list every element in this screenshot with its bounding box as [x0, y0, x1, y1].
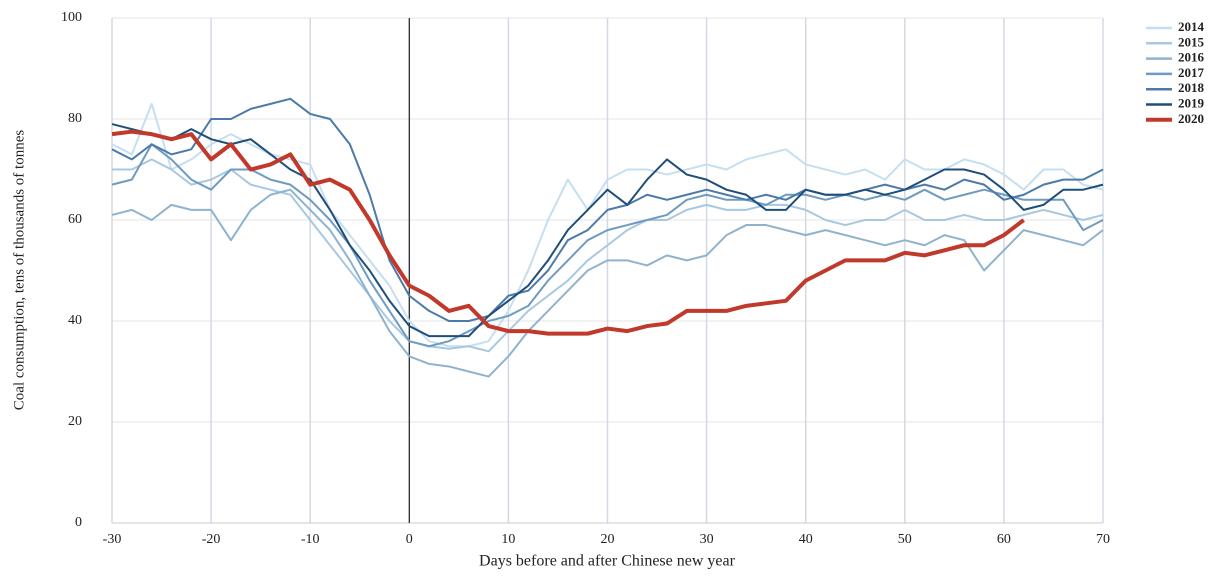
x-tick-label: 70: [1096, 532, 1110, 547]
series-line: [111, 188, 1104, 378]
x-tick-label: 40: [799, 532, 813, 547]
legend-label: 2019: [1178, 95, 1205, 110]
legend-label: 2014: [1178, 19, 1205, 34]
series-line: [111, 102, 1104, 348]
series-line: [111, 129, 1025, 336]
x-tick-label: 10: [501, 532, 515, 547]
x-tick-label: 60: [997, 532, 1011, 547]
series-line: [112, 158, 1104, 353]
x-tick-label: -10: [301, 532, 320, 547]
series-line: [111, 143, 1104, 348]
y-tick-label: 60: [68, 212, 82, 227]
x-tick-label: 30: [700, 532, 714, 547]
series-line: [111, 97, 1104, 322]
y-tick-label: 20: [68, 414, 82, 429]
legend-label: 2017: [1178, 65, 1205, 80]
legend-label: 2020: [1178, 111, 1204, 126]
y-tick-label: 0: [75, 515, 82, 530]
x-tick-label: 0: [406, 532, 413, 547]
y-tick-label: 40: [68, 313, 82, 328]
legend-label: 2016: [1178, 50, 1205, 65]
y-tick-label: 100: [61, 10, 82, 25]
legend-label: 2015: [1178, 34, 1205, 49]
y-tick-label: 80: [68, 111, 82, 126]
x-tick-label: -20: [202, 532, 221, 547]
y-axis-title: Coal consumption, tens of thousands of t…: [11, 130, 27, 411]
legend-label: 2018: [1178, 80, 1205, 95]
x-tick-label: -30: [103, 532, 122, 547]
x-tick-label: 20: [601, 532, 615, 547]
x-tick-label: 50: [898, 532, 912, 547]
x-axis-title: Days before and after Chinese new year: [479, 553, 736, 570]
